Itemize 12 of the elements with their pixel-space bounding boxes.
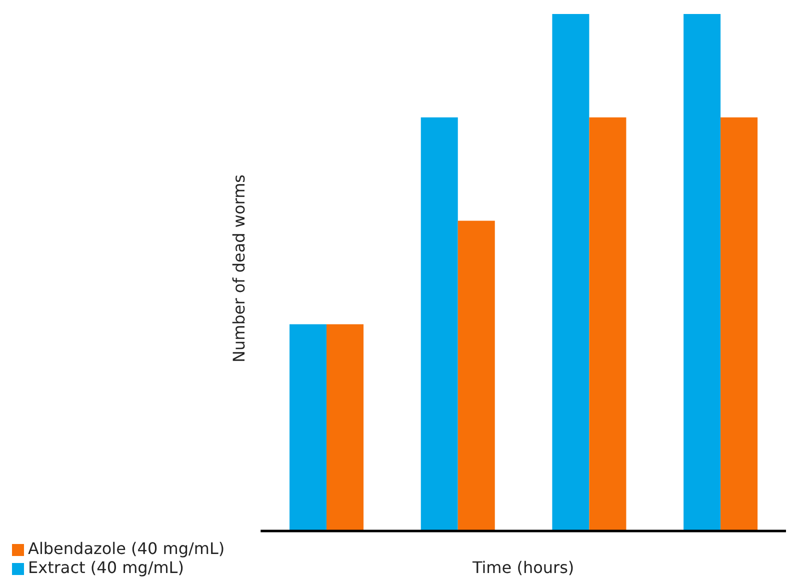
bar xyxy=(420,117,458,531)
bar xyxy=(552,14,590,531)
x-axis-title: Time (hours) xyxy=(471,558,574,577)
y-axis-title: Number of dead worms xyxy=(229,174,248,362)
bar xyxy=(684,14,721,531)
bar xyxy=(290,324,327,531)
legend-label: Extract (40 mg/mL) xyxy=(28,558,184,577)
bar xyxy=(326,324,364,531)
bar xyxy=(458,220,495,531)
bar xyxy=(589,117,626,531)
bar xyxy=(720,117,758,531)
legend-label: Albendazole (40 mg/mL) xyxy=(28,539,225,558)
